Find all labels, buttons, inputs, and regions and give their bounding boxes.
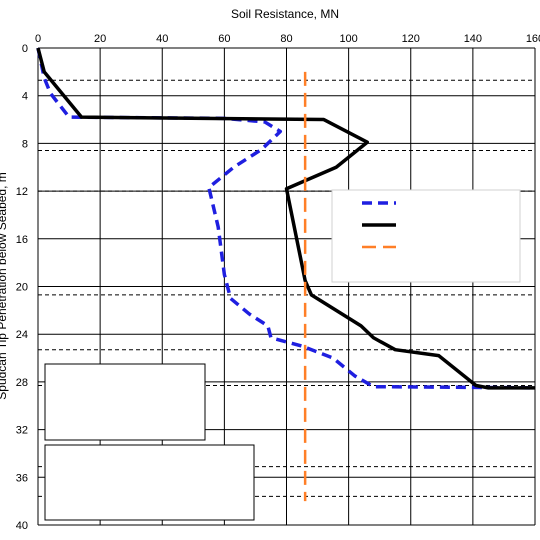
x-tick-label-7: 140 (464, 33, 482, 45)
x-tick-labels: 0 20 40 60 80 100 120 140 160 (35, 33, 540, 45)
y-tick-label-7: 28 (16, 377, 28, 389)
y-tick-label-2: 8 (22, 138, 28, 150)
y-tick-label-3: 12 (16, 186, 28, 198)
x-tick-label-3: 60 (218, 33, 230, 45)
y-axis-title: Spudcan Tip Penetration below Seabed, m (0, 172, 9, 399)
annotation-box-2 (44, 444, 255, 521)
x-axis-title: Soil Resistance, MN (231, 7, 339, 21)
y-tick-label-9: 36 (16, 472, 28, 484)
y-tick-label-1: 4 (22, 91, 28, 103)
x-tick-label-4: 80 (280, 33, 292, 45)
x-tick-label-5: 100 (339, 33, 357, 45)
x-tick-label-2: 40 (156, 33, 168, 45)
y-tick-label-4: 16 (16, 234, 28, 246)
legend (331, 189, 521, 283)
y-tick-label-6: 24 (16, 329, 28, 341)
x-tick-label-8: 160 (526, 33, 540, 45)
annotation-box-1 (44, 363, 206, 441)
y-tick-label-0: 0 (22, 43, 28, 55)
y-tick-label-5: 20 (16, 282, 28, 294)
y-tick-label-10: 40 (16, 520, 28, 532)
x-tick-label-1: 20 (94, 33, 106, 45)
series-group (36, 47, 536, 502)
y-tick-label-8: 32 (16, 425, 28, 437)
x-tick-label-6: 120 (402, 33, 420, 45)
x-tick-label-0: 0 (35, 33, 41, 45)
y-tick-labels: 0 4 8 12 16 20 24 28 32 36 40 (16, 43, 28, 532)
legend-box (331, 189, 521, 283)
series-line-1 (36, 47, 535, 390)
